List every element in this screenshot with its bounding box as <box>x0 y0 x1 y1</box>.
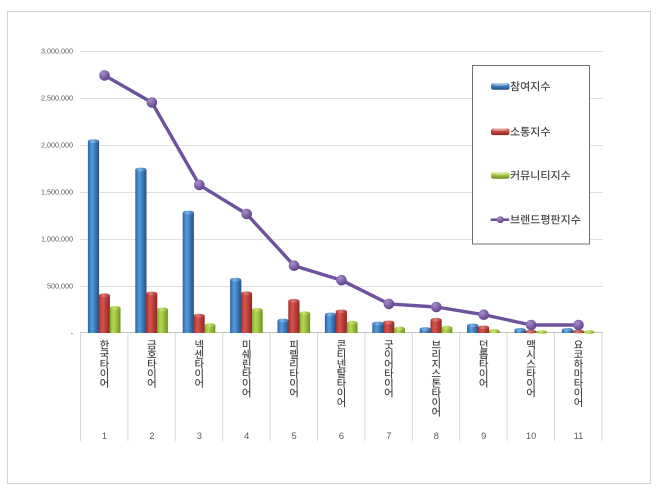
svg-text:3: 3 <box>197 431 202 441</box>
svg-text:9: 9 <box>481 431 486 441</box>
svg-text:500,000: 500,000 <box>47 282 73 291</box>
svg-text:6: 6 <box>339 431 344 441</box>
svg-text:1: 1 <box>102 431 107 441</box>
svg-text:7: 7 <box>386 431 391 441</box>
svg-text:-: - <box>71 329 74 338</box>
svg-text:3,000,000: 3,000,000 <box>41 47 73 56</box>
svg-text:11: 11 <box>574 431 584 441</box>
svg-text:4: 4 <box>244 431 249 441</box>
svg-text:1,000,000: 1,000,000 <box>41 235 73 244</box>
svg-text:5: 5 <box>292 431 297 441</box>
svg-text:1,500,000: 1,500,000 <box>41 188 73 197</box>
svg-text:8: 8 <box>434 431 439 441</box>
svg-text:10: 10 <box>526 431 536 441</box>
svg-text:2,500,000: 2,500,000 <box>41 94 73 103</box>
svg-text:2,000,000: 2,000,000 <box>41 141 73 150</box>
svg-text:2: 2 <box>149 431 154 441</box>
